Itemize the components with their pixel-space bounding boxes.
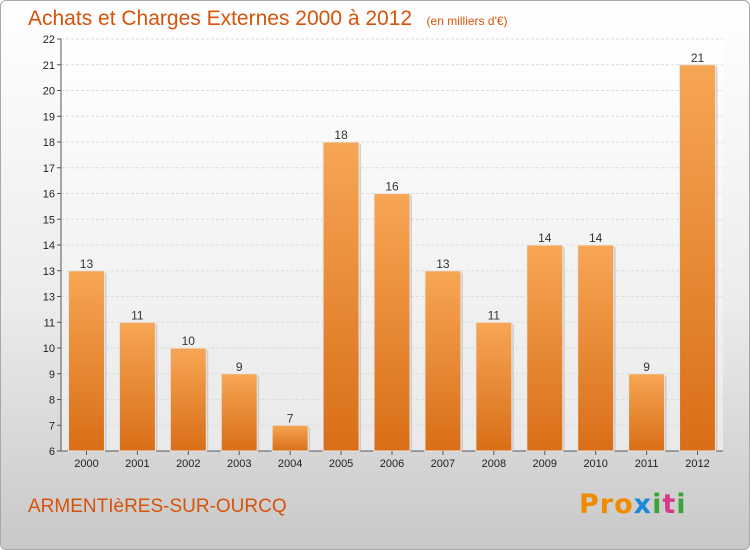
bar — [679, 64, 717, 452]
x-tick-label: 2010 — [583, 458, 607, 470]
bar — [220, 373, 258, 452]
y-tick-label: 6 — [49, 446, 55, 458]
x-tick-label: 2004 — [278, 458, 302, 470]
x-tick-label: 2006 — [380, 458, 404, 470]
y-tick-label: 7 — [49, 420, 55, 432]
y-tick-label: 13 — [43, 266, 55, 278]
chart-unit: (en milliers d'€) — [426, 14, 508, 28]
x-tick-label: 2005 — [329, 458, 353, 470]
bar — [424, 270, 462, 452]
y-tick-label: 16 — [43, 189, 55, 201]
bar — [322, 141, 360, 452]
y-tick-label: 20 — [43, 86, 55, 98]
place-name: ARMENTIèRES-SUR-OURCQ — [28, 496, 287, 517]
bar-value-label: 14 — [589, 231, 603, 245]
bar-value-label: 9 — [643, 360, 650, 374]
y-tick-label: 22 — [43, 34, 55, 46]
bar-value-label: 16 — [385, 180, 399, 194]
bar-value-label: 10 — [182, 334, 196, 348]
bar — [271, 424, 309, 452]
bar-value-label: 18 — [334, 128, 348, 142]
x-tick-label: 2007 — [431, 458, 455, 470]
y-tick-label: 19 — [43, 111, 55, 123]
bar — [628, 373, 666, 452]
y-tick-label: 17 — [43, 163, 55, 175]
y-tick-label: 14 — [43, 240, 55, 252]
bar — [373, 193, 411, 452]
x-tick-label: 2008 — [482, 458, 506, 470]
bar-value-label: 9 — [236, 360, 243, 374]
bar-value-label: 11 — [488, 308, 501, 322]
bar-value-label: 7 — [287, 411, 294, 425]
bar — [475, 321, 513, 452]
x-tick-label: 2003 — [227, 458, 251, 470]
y-tick-label: 18 — [43, 137, 55, 149]
y-tick-label: 13 — [43, 292, 55, 304]
y-tick-label: 15 — [43, 214, 55, 226]
bar-value-label: 13 — [80, 257, 94, 271]
chart-title: Achats et Charges Externes 2000 à 2012 — [28, 7, 413, 30]
x-tick-label: 2000 — [74, 458, 98, 470]
bar-value-label: 14 — [538, 231, 552, 245]
bar-value-label: 11 — [131, 308, 144, 322]
x-tick-label: 2002 — [176, 458, 200, 470]
y-tick-label: 21 — [43, 60, 55, 72]
bar — [169, 347, 207, 452]
title-row: Achats et Charges Externes 2000 à 2012 (… — [28, 7, 508, 31]
y-tick-label: 10 — [43, 343, 55, 355]
bar — [118, 321, 156, 452]
proxiti-logo[interactable]: Proxiti — [579, 489, 687, 520]
bar — [526, 244, 564, 452]
x-tick-label: 2009 — [533, 458, 557, 470]
bar-value-label: 13 — [436, 257, 450, 271]
x-tick-label: 2001 — [125, 458, 149, 470]
x-tick-label: 2011 — [635, 458, 659, 470]
y-tick-label: 9 — [49, 369, 55, 381]
y-tick-label: 8 — [49, 395, 55, 407]
bar — [67, 270, 105, 452]
y-tick-label: 11 — [44, 317, 55, 329]
bar — [577, 244, 615, 452]
bar-value-label: 21 — [691, 51, 705, 65]
x-tick-label: 2012 — [685, 458, 709, 470]
